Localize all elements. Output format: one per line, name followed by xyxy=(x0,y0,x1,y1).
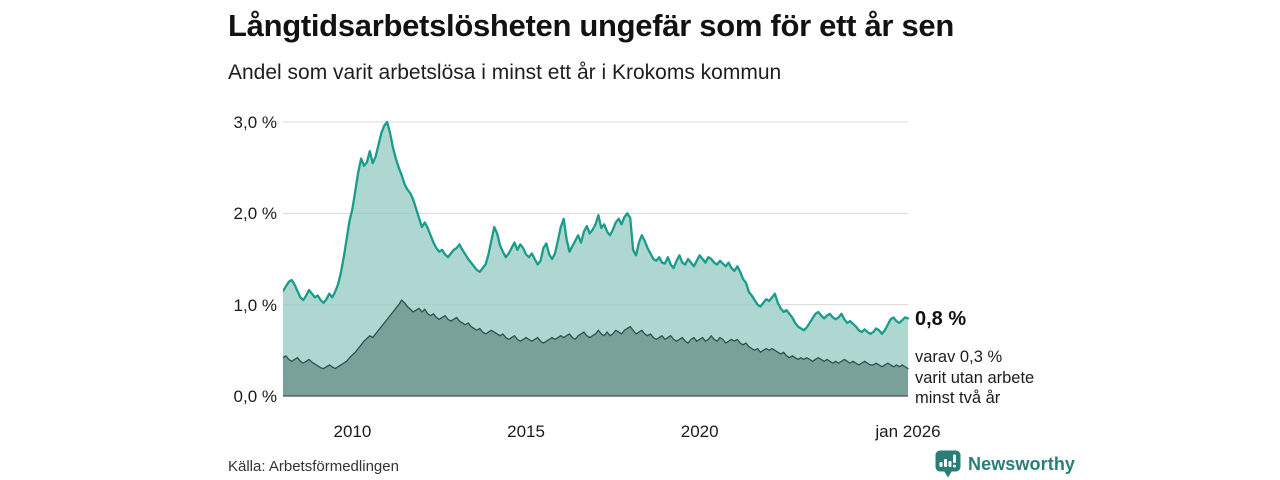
brand-name: Newsworthy xyxy=(968,453,1076,474)
x-tick-label: 2010 xyxy=(333,422,372,441)
source-note: Källa: Arbetsförmedlingen xyxy=(228,458,399,475)
y-tick-label: 3,0 % xyxy=(233,113,277,132)
annotation-line: varav 0,3 % xyxy=(915,348,1003,366)
newsworthy-logo: Newsworthy xyxy=(935,449,1075,479)
y-tick-label: 2,0 % xyxy=(233,204,277,224)
x-tick-label: jan 2026 xyxy=(875,422,941,441)
series-annotation: varav 0,3 % varit utan arbete minst två … xyxy=(915,347,1034,409)
chart-svg xyxy=(283,120,910,397)
newsworthy-bar-chart-bubble-icon xyxy=(935,450,961,478)
series-end-value-label: 0,8 % xyxy=(915,308,967,330)
page-title: Långtidsarbetslösheten ungefär som för e… xyxy=(228,8,955,43)
page-subtitle: Andel som varit arbetslösa i minst ett å… xyxy=(228,61,782,84)
y-tick-label: 1,0 % xyxy=(233,295,277,315)
annotation-line: varit utan arbete xyxy=(915,368,1035,387)
x-tick-label: 2020 xyxy=(680,422,719,441)
annotation-line: minst två år xyxy=(915,389,1001,407)
y-tick-label: 0,0 % xyxy=(233,387,277,406)
x-tick-label: 2015 xyxy=(507,422,545,441)
